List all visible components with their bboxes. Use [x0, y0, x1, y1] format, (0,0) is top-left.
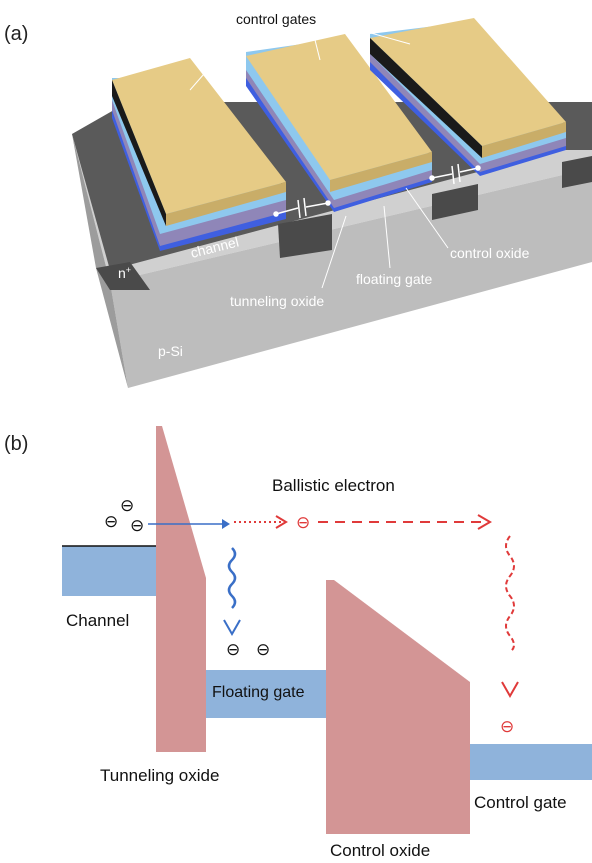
relaxation-arrow: [223, 547, 241, 637]
label-control-gates: control gates: [236, 11, 316, 27]
electron-symbol: ⊖: [120, 496, 134, 515]
n-plus-right-block: [432, 184, 478, 220]
label-control-gate-b: Control gate: [474, 793, 567, 812]
band-diagram: ⊖ ⊖ ⊖ ⊖ ⊖ ⊖ ⊖ Ballistic electron: [62, 426, 592, 860]
label-p-si: p-Si: [158, 343, 183, 359]
label-tunneling-oxide-b: Tunneling oxide: [100, 766, 219, 785]
control-gate-2: [246, 34, 432, 180]
label-control-oxide: control oxide: [450, 245, 530, 261]
label-floating-gate: floating gate: [356, 271, 432, 287]
gate-stack-1: [112, 58, 286, 251]
electron-symbol: ⊖: [256, 640, 270, 659]
capacitor-symbol-1: [273, 197, 331, 219]
n-plus-mid-block: [278, 214, 332, 258]
device-3d: control gates channel control oxide floa…: [72, 11, 592, 388]
electron-symbol: ⊖: [104, 512, 118, 531]
n-plus-left-block: [96, 262, 150, 290]
leader-lines: [189, 27, 449, 289]
panel-b-label: (b): [4, 433, 28, 455]
control-gate-1: [112, 58, 286, 214]
tunneling-arrow: [148, 519, 230, 529]
n-plus-edge-block: [562, 156, 592, 188]
capacitor-symbol-2: [429, 163, 481, 185]
tunneling-oxide-barrier: [156, 426, 206, 752]
control-gate-band: [470, 744, 592, 780]
label-control-oxide-b: Control oxide: [330, 841, 430, 860]
label-ballistic-electron: Ballistic electron: [272, 476, 395, 495]
channel-band: [62, 546, 156, 596]
label-tunneling-oxide: tunneling oxide: [230, 293, 324, 309]
ballistic-electron-symbol: ⊖: [296, 513, 310, 532]
label-n-plus: n+: [118, 265, 131, 281]
panel-a-label: (a): [4, 23, 28, 45]
electron-symbol: ⊖: [130, 516, 144, 535]
electron-symbol: ⊖: [226, 640, 240, 659]
substrate-left: [72, 134, 128, 388]
label-floating-gate-b: Floating gate: [212, 684, 305, 701]
label-channel-b: Channel: [66, 611, 129, 630]
gate-stack-3: [370, 18, 566, 176]
ballistic-path: [234, 514, 519, 699]
control-gate-3: [370, 18, 566, 146]
substrate-front: [110, 168, 592, 388]
gate-stack-2: [246, 34, 432, 212]
control-oxide-barrier: [326, 580, 470, 834]
collected-electron-symbol: ⊖: [500, 717, 514, 736]
floating-gate-band: [206, 670, 326, 718]
